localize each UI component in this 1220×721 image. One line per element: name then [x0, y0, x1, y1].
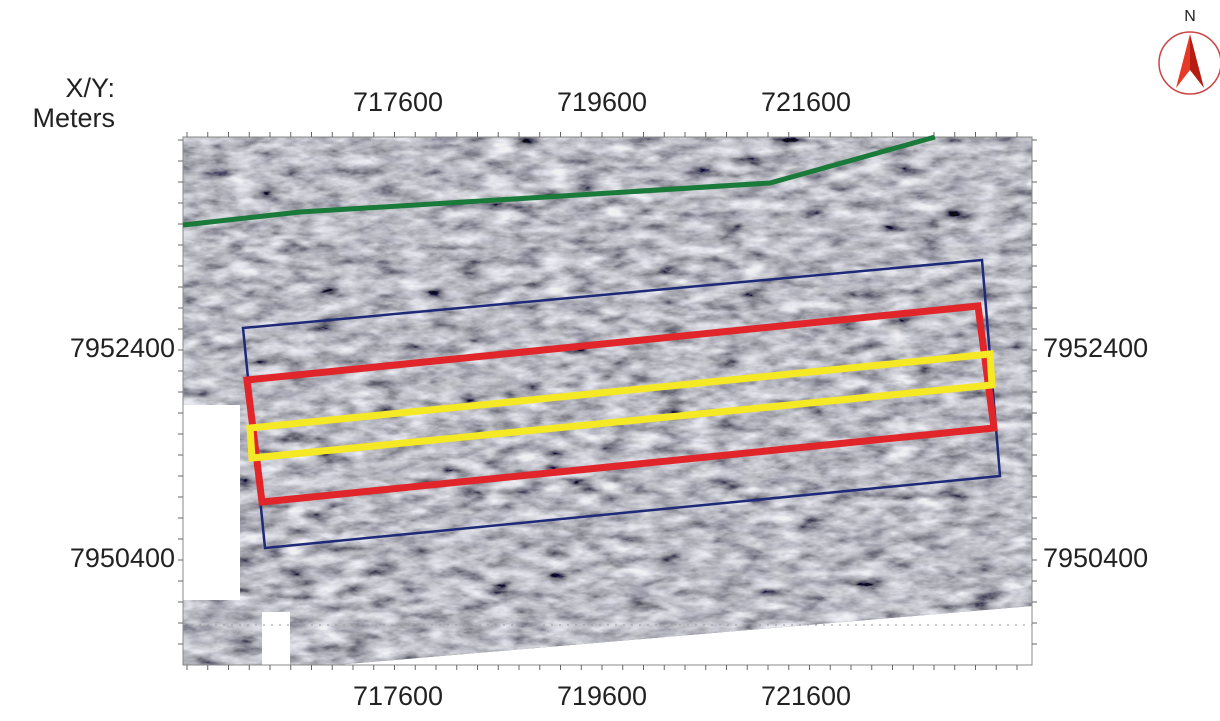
red-outline	[243, 302, 998, 506]
x-tick-label: 719600	[557, 87, 647, 117]
x-tick-label: 721600	[761, 87, 851, 117]
map-frame	[182, 136, 1033, 666]
green-line	[182, 134, 936, 228]
y-tick-label: 7950400	[1043, 543, 1148, 573]
y-tick-label: 7952400	[70, 333, 175, 363]
yellow-outline	[246, 350, 996, 462]
axis-label: Meters	[32, 103, 115, 133]
x-tick-label: 721600	[761, 681, 851, 711]
y-tick-label: 7950400	[70, 543, 175, 573]
x-tick-label: 717600	[353, 87, 443, 117]
axis-label: X/Y:	[65, 73, 115, 103]
x-tick-label: 717600	[353, 681, 443, 711]
compass-label: N	[1184, 8, 1196, 25]
compass: N	[1158, 8, 1220, 95]
frame-ticks	[178, 132, 1037, 670]
y-tick-label: 7952400	[1043, 333, 1148, 363]
x-tick-label: 719600	[557, 681, 647, 711]
relief-image	[183, 137, 1032, 665]
